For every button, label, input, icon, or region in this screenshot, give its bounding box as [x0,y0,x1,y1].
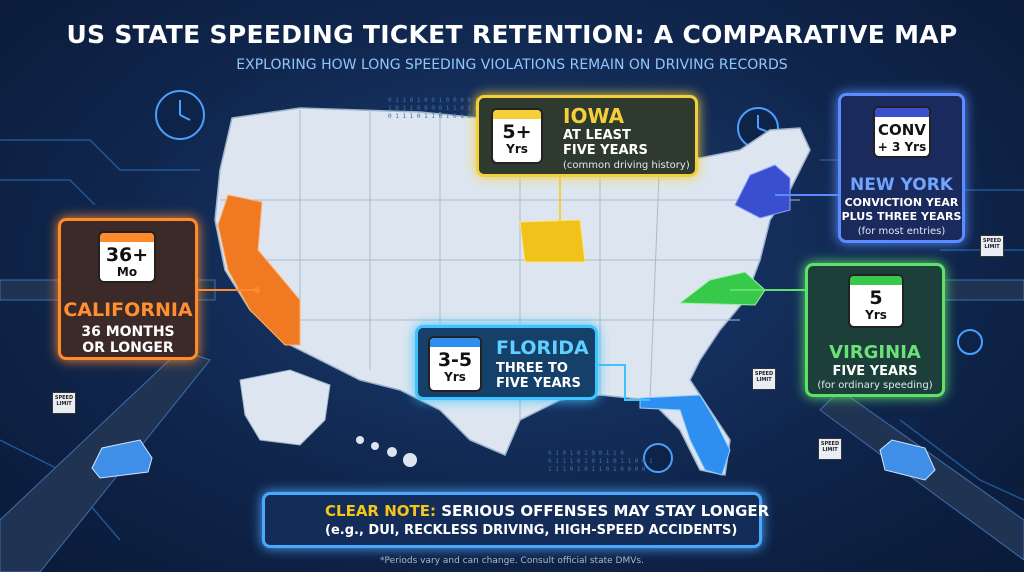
new-york-card: CONV + 3 Yrs NEW YORK CONVICTION YEAR PLUS… [838,93,965,243]
speed-sign: SPEED LIMIT [980,235,1004,257]
text: 0 1 1 1 0 1 0 1 1 0 1 1 0 0 1 [548,458,653,465]
text: 3-5 [437,349,473,371]
new-york-state [734,164,791,219]
calendar-icon: 36+ Mo [98,231,156,283]
connectors [198,177,838,401]
state-borders [220,110,800,420]
text: + 3 Yrs [877,140,927,154]
text: Yrs [865,308,887,322]
speed-sign: SPEED LIMIT [52,392,76,414]
state-name: NEW YORK [850,175,953,195]
calendar-bar [430,338,480,347]
hawaii [356,436,417,467]
text: FIVE YEARS [563,143,648,158]
cars [91,439,936,481]
state-detail: 36 MONTHS OR LONGER [61,324,195,356]
text: 0 1 1 0 1 0 0 1 0 0 0 0 1 1 1 0 [388,97,500,104]
state-name: VIRGINIA [829,342,921,363]
state-name: CALIFORNIA [63,299,193,321]
text: 5 [869,287,883,309]
state-detail: AT LEAST FIVE YEARS [563,128,648,158]
florida-card: 3-5 Yrs FLORIDA THREE TO FIVE YEARS [415,325,598,400]
speed-sign: SPEED LIMIT [818,438,842,460]
virginia-card: 5 Yrs VIRGINIA FIVE YEARS (for ordinary s… [805,263,945,397]
state-detail: CONVICTION YEAR PLUS THREE YEARS [841,196,962,224]
note-detail: (e.g., DUI, RECKLESS DRIVING, HIGH-SPEED… [325,523,738,538]
text: 36 MONTHS [81,324,175,340]
calendar-bar [850,276,902,285]
state-detail: FIVE YEARS [808,364,942,379]
speed-sign: SPEED LIMIT [752,368,776,390]
calendar-icon: CONV + 3 Yrs [873,106,931,158]
calendar-icon: 3-5 Yrs [428,336,482,392]
text: Yrs [506,142,528,156]
calendar-bar [493,110,541,119]
note-text: SERIOUS OFFENSES MAY STAY LONGER [441,502,770,520]
florida-state [639,394,731,476]
alaska [239,369,331,446]
state-name: FLORIDA [496,337,589,359]
text: PLUS THREE YEARS [841,210,962,223]
iowa-state [519,219,586,263]
footnote: *Periods vary and can change. Consult of… [380,556,644,566]
text: FIVE YEARS [496,376,581,391]
note-line: CLEAR NOTE: SERIOUS OFFENSES MAY STAY LO… [325,502,769,520]
note-label: CLEAR NOTE: [325,502,436,520]
california-card: 36+ Mo CALIFORNIA 36 MONTHS OR LONGER [58,218,198,360]
state-detail: THREE TO FIVE YEARS [496,361,581,391]
text: Mo [116,265,138,279]
calendar-bar [100,233,154,242]
text: 1 0 1 1 0 0 0 0 1 1 0 1 0 0 0 [388,105,493,112]
text: Yrs [444,370,466,384]
calendar-icon: 5+ Yrs [491,108,543,164]
text: THREE TO [496,361,568,376]
title: US STATE SPEEDING TICKET RETENTION: A CO… [66,20,958,49]
text: FIVE YEARS [832,364,918,379]
text: 0 1 0 1 0 1 0 0 1 1 0 [548,450,624,457]
state-note: (for most entries) [857,226,946,237]
text: CONVICTION YEAR [844,196,959,209]
calendar-icon: 5 Yrs [848,274,904,328]
iowa-card: 5+ Yrs IOWA AT LEAST FIVE YEARS (common dr… [476,95,698,177]
text: CONV [878,121,926,139]
calendar-bar [875,108,929,117]
virginia-state [678,271,766,306]
subtitle: EXPLORING HOW LONG SPEEDING VIOLATIONS R… [236,57,788,73]
state-name: IOWA [563,104,625,128]
text: 1 1 1 0 1 0 1 1 0 1 0 0 0 0 [548,466,646,473]
text: 36+ [105,244,149,266]
text: AT LEAST [563,128,631,143]
note-box: CLEAR NOTE: SERIOUS OFFENSES MAY STAY LO… [262,492,769,548]
california-state [217,194,301,346]
state-note: (for ordinary speeding) [817,380,933,391]
text: 5+ [502,121,532,143]
text: OR LONGER [82,340,174,356]
state-note: (common driving history) [563,160,690,171]
text: 0 1 1 1 0 1 1 0 1 0 1 0 1 1 0 [388,113,493,120]
